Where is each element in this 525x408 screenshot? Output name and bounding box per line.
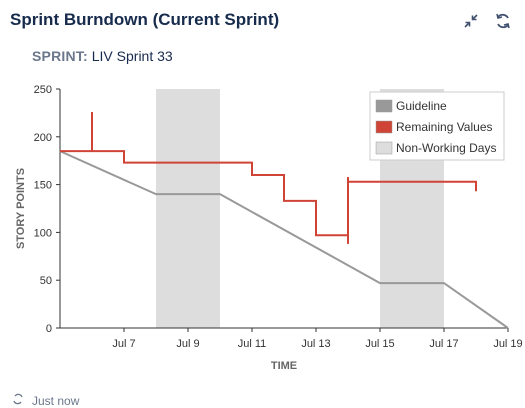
refresh-icon[interactable] — [493, 11, 513, 31]
legend-swatch — [375, 120, 393, 134]
y-axis-title: STORY POINTS — [15, 168, 27, 249]
sprint-label: SPRINT: — [32, 48, 88, 64]
panel-title: Sprint Burndown (Current Sprint) — [10, 10, 280, 29]
chart-legend: Guideline Remaining Values Non-Working Day… — [369, 91, 505, 161]
x-tick-label: Jul 7 — [112, 338, 135, 350]
x-tick-label: Jul 11 — [238, 338, 267, 350]
panel-header: Sprint Burndown (Current Sprint) — [10, 8, 515, 34]
y-tick-label: 250 — [34, 84, 52, 96]
header-actions — [461, 11, 513, 31]
y-tick-label: 200 — [34, 132, 52, 144]
y-tick-label: 50 — [40, 275, 52, 287]
sprint-name: LIV Sprint 33 — [91, 48, 173, 64]
y-tick-label: 0 — [46, 323, 52, 335]
legend-swatch — [375, 99, 393, 113]
x-tick-label: Jul 9 — [176, 338, 199, 350]
legend-label: Non-Working Days — [396, 141, 496, 155]
y-tick-label: 100 — [34, 227, 52, 239]
chart-axes: 0 50 100 150 200 250 Jul 7 Jul 9 Jul 11 Jul 13 Jul… — [34, 84, 523, 350]
x-tick-label: Jul 19 — [493, 338, 522, 350]
sprint-info: SPRINT: LIV Sprint 33 — [32, 47, 173, 65]
x-tick-label: Jul 15 — [365, 338, 394, 350]
legend-label: Guideline — [396, 99, 447, 113]
x-tick-label: Jul 17 — [429, 338, 458, 350]
x-tick-label: Jul 13 — [301, 338, 330, 350]
legend-swatch — [375, 141, 393, 155]
burndown-chart: 0 50 100 150 200 250 Jul 7 Jul 9 Jul 11 Jul 13 Jul… — [15, 84, 523, 372]
guideline-series-line — [59, 150, 509, 329]
x-axis-title: TIME — [271, 360, 297, 372]
y-tick-label: 150 — [34, 180, 52, 192]
collapse-arrows-icon[interactable] — [461, 11, 481, 31]
non-working-band — [156, 89, 220, 328]
legend-label: Remaining Values — [396, 120, 493, 134]
legend-box — [369, 91, 505, 161]
